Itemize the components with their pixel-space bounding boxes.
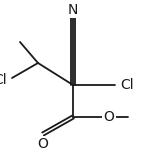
Text: N: N <box>68 3 78 17</box>
Text: Cl: Cl <box>120 78 134 92</box>
Text: O: O <box>38 137 48 151</box>
Text: O: O <box>104 110 114 124</box>
Text: Cl: Cl <box>0 73 7 87</box>
